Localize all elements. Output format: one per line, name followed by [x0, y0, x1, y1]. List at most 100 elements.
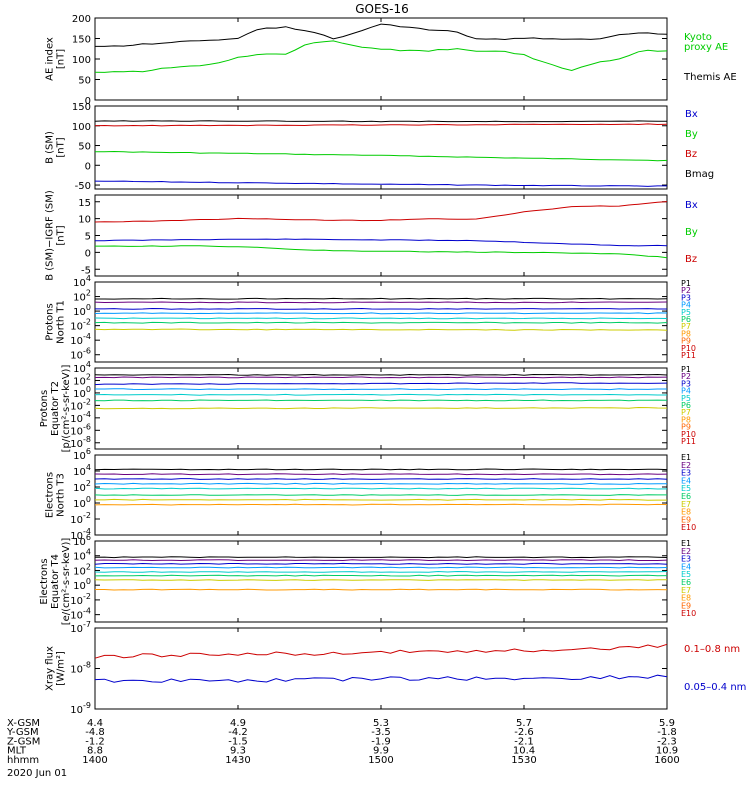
ytick-label: 10-6	[70, 422, 91, 437]
legend-e6: E6	[681, 492, 691, 501]
ylabel: [nT]	[56, 49, 67, 69]
time-axis-value: 4.4	[87, 718, 103, 729]
legend-p5: P5	[681, 308, 691, 317]
legend-p8: P8	[681, 329, 691, 338]
legend-e3: E3	[681, 469, 691, 478]
panel-frame	[94, 540, 668, 623]
series-line-e8	[95, 588, 668, 591]
series-line-p4	[94, 312, 668, 315]
figure-title: GOES-16	[355, 2, 409, 16]
legend-p10: P10	[681, 344, 696, 353]
legend-e9: E9	[681, 515, 691, 524]
legend-p9: P9	[681, 423, 691, 432]
ytick-label: 100	[73, 495, 91, 510]
ytick-label: 10-4	[70, 332, 91, 347]
series-line-e8	[94, 503, 668, 506]
time-axis-value: -1.2	[85, 736, 105, 747]
ylabel: Protons	[39, 390, 50, 427]
legend-bdiff-by: By	[685, 227, 698, 238]
series-line-e7	[94, 579, 667, 581]
ytick-label: 10-2	[70, 397, 91, 412]
legend-kyoto: Kyoto	[684, 32, 712, 43]
series-line-p7	[94, 406, 668, 410]
series-line-bx	[94, 180, 667, 187]
legend-p4: P4	[681, 301, 691, 310]
ytick-label: 50	[78, 76, 91, 87]
series-line-bz	[94, 123, 668, 127]
legend-p6: P6	[681, 315, 691, 324]
legend-p1: P1	[681, 365, 691, 374]
series-line-p3	[94, 382, 668, 386]
ytick-label: 10-9	[70, 701, 91, 716]
time-axis-value: 9.9	[373, 746, 389, 757]
time-axis-value: 9.3	[230, 746, 246, 757]
ytick-label: -50	[75, 181, 91, 192]
series-line-e6	[94, 494, 667, 496]
ylabel: Electrons	[45, 472, 56, 518]
series-line-e6	[94, 574, 668, 577]
series-line-p2	[94, 301, 668, 304]
series-line-bmag	[94, 120, 668, 123]
panel-bdiff: 15 10 5 0 -5 B (SM)−IGRF (SM) [nT]	[45, 190, 668, 281]
series-line-p1	[94, 373, 668, 376]
legend-p3: P3	[681, 379, 691, 388]
ytick-label: 10-8	[70, 435, 91, 450]
time-axis-value: -1.8	[657, 727, 677, 738]
ylabel: [W/m²]	[56, 651, 67, 686]
panel-bsm: 150 100 50 0 -50 B (SM) [nT]	[45, 102, 668, 192]
ytick-label: 10-2	[70, 592, 91, 607]
legend-bsm-bz: Bz	[685, 149, 697, 160]
legend-p1: P1	[681, 279, 691, 288]
legend-e9: E9	[681, 601, 691, 610]
legend-e5: E5	[681, 570, 691, 579]
legend-p2: P2	[681, 372, 691, 381]
series-line-e5	[94, 487, 668, 490]
row-label-hhmm: hhmm	[7, 755, 39, 766]
time-axis-value: -2.6	[514, 727, 534, 738]
legend-bsm-bmag: Bmag	[685, 169, 714, 180]
ytick-label: 10-6	[70, 347, 91, 362]
time-axis-value: 1600	[654, 755, 679, 766]
row-label-x-gsm: X-GSM	[7, 718, 40, 729]
panel-xray: 10-7 10-8 10-9 Xray flux [W/m²]	[45, 620, 668, 716]
legend-p3: P3	[681, 293, 691, 302]
time-axis-value: 1430	[225, 755, 250, 766]
series-line-p5	[94, 393, 667, 396]
time-axis-value: 1400	[82, 755, 107, 766]
ytick-label: 102	[73, 372, 91, 387]
time-axis-value: 1530	[511, 755, 536, 766]
ytick-label: 100	[73, 577, 91, 592]
ytick-label: 100	[72, 55, 91, 66]
ylabel: B (SM)−IGRF (SM)	[45, 190, 56, 281]
ytick-label: 106	[73, 447, 91, 462]
ytick-label: 104	[73, 360, 91, 375]
legend-bsm-bx: Bx	[685, 109, 698, 120]
series-line-bz	[94, 201, 668, 223]
legend-e6: E6	[681, 578, 691, 587]
ylabel: North T1	[56, 300, 67, 344]
legend-e4: E4	[681, 562, 691, 571]
legend-p7: P7	[681, 322, 691, 331]
ylabel: [p/(cm²-s-sr-keV)]	[61, 365, 72, 453]
series-line-p1	[95, 297, 668, 300]
series-line-kyoto-proxy-ae	[94, 40, 668, 73]
time-axis-value: 10.9	[656, 746, 678, 757]
ylabel: B (SM)	[45, 131, 56, 164]
time-axis-value: -1.5	[228, 736, 248, 747]
ylabel: [nT]	[56, 225, 67, 245]
series-line-e1	[94, 468, 668, 471]
panel-frame	[94, 105, 668, 190]
time-axis-value: -4.2	[228, 727, 248, 738]
legend-e2: E2	[681, 461, 691, 470]
series-line-p6	[94, 399, 668, 402]
row-label-z-gsm: Z-GSM	[7, 736, 40, 747]
time-axis-value: 10.4	[513, 746, 535, 757]
ytick-label: 104	[73, 274, 91, 289]
legend-p8: P8	[681, 415, 691, 424]
ylabel: [nT]	[56, 137, 67, 157]
legend-bsm-by: By	[685, 129, 698, 140]
